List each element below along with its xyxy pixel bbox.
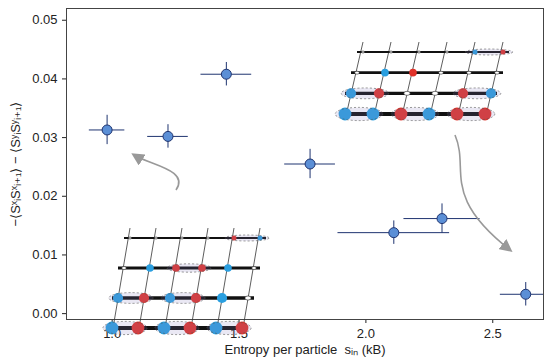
svg-text:−⟨SˣᵢSˣᵢ₊₁⟩ − ⟨SʸᵢSʸᵢ₊₁⟩: −⟨SˣᵢSˣᵢ₊₁⟩ − ⟨SʸᵢSʸᵢ₊₁⟩ bbox=[8, 102, 23, 227]
svg-text:0.01: 0.01 bbox=[32, 247, 57, 262]
svg-text:0.05: 0.05 bbox=[32, 12, 57, 27]
svg-text:Entropy per particle sᵢₙ (kB): Entropy per particle sᵢₙ (kB) bbox=[225, 342, 386, 357]
svg-text:0.04: 0.04 bbox=[32, 71, 57, 86]
svg-text:2.5: 2.5 bbox=[484, 326, 502, 341]
svg-text:2.0: 2.0 bbox=[357, 326, 375, 341]
svg-text:0.02: 0.02 bbox=[32, 188, 57, 203]
svg-text:0.00: 0.00 bbox=[32, 306, 57, 321]
svg-text:0.03: 0.03 bbox=[32, 130, 57, 145]
